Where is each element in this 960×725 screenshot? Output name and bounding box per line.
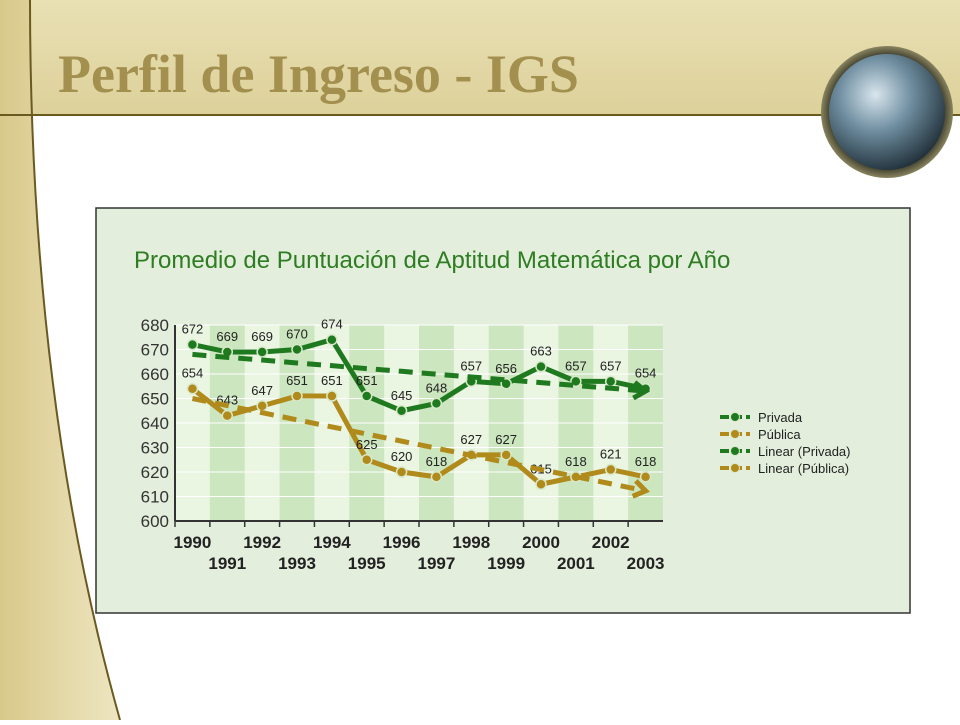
data-label: 657 [565, 358, 587, 373]
point [360, 454, 373, 466]
data-label: 651 [321, 373, 343, 388]
legend-marker [730, 412, 740, 422]
point [221, 409, 234, 422]
slide-title: Perfil de Ingreso - IGS [58, 44, 579, 104]
y-tick-label: 660 [141, 365, 169, 384]
data-label: 627 [460, 432, 482, 447]
data-label: 670 [286, 327, 308, 342]
trend-arrow [632, 380, 650, 401]
legend-marker [730, 429, 740, 439]
x-tick-label: 1996 [383, 533, 421, 552]
chart-title: Promedio de Puntuación de Aptitud Matemá… [134, 247, 730, 274]
point [395, 405, 408, 417]
top-band [0, 0, 960, 115]
data-label: 627 [495, 432, 517, 447]
legend-label: Pública [758, 427, 801, 442]
left-band [0, 0, 120, 720]
x-tick-label: 2000 [522, 533, 560, 552]
series-line [191, 337, 647, 414]
y-tick-label: 670 [141, 341, 169, 360]
x-tick-label: 1998 [452, 533, 490, 552]
data-label: 657 [460, 358, 482, 373]
y-tick-label: 600 [141, 512, 169, 531]
data-label: 625 [356, 437, 378, 452]
x-tick-label: 2003 [627, 554, 665, 573]
legend-marker [730, 446, 740, 456]
y-tick-label: 620 [141, 463, 169, 482]
x-tick-label: 1990 [174, 533, 212, 552]
data-label: 620 [391, 449, 413, 464]
data-label: 656 [495, 361, 517, 376]
x-tick-label: 1991 [208, 554, 246, 573]
point [326, 333, 338, 346]
x-tick-label: 1993 [278, 554, 316, 573]
y-tick-label: 680 [141, 316, 169, 335]
point [604, 463, 617, 476]
x-tick-label: 2001 [557, 554, 595, 573]
data-label: 621 [600, 447, 622, 462]
y-tick-label: 630 [141, 439, 169, 458]
y-tick-label: 640 [141, 414, 169, 433]
globe [829, 54, 945, 170]
x-tick-label: 1995 [348, 554, 386, 573]
trend-line [191, 396, 647, 494]
point [326, 390, 338, 402]
data-label: 654 [182, 366, 204, 381]
data-label: 618 [635, 454, 657, 469]
trend-line [192, 351, 646, 394]
data-label: 674 [321, 317, 343, 332]
point [570, 375, 582, 388]
data-label: 648 [426, 380, 448, 395]
point [291, 390, 303, 402]
point [639, 471, 652, 483]
data-label: 669 [216, 329, 238, 344]
data-label: 669 [251, 329, 273, 344]
point [535, 478, 547, 490]
legend-marker [730, 463, 740, 473]
data-label: 647 [251, 383, 273, 398]
left-curve [29, 0, 121, 721]
x-tick-label: 1994 [313, 533, 351, 552]
data-label: 654 [635, 366, 657, 381]
point [430, 397, 443, 410]
data-label: 645 [391, 388, 413, 403]
x-tick-label: 1992 [243, 533, 281, 552]
legend-label: Linear (Privada) [758, 444, 851, 459]
point [291, 343, 303, 356]
x-tick-label: 2002 [592, 533, 630, 552]
y-tick-label: 650 [141, 390, 169, 409]
legend-label: Linear (Pública) [758, 461, 849, 476]
data-label: 651 [356, 373, 378, 388]
data-label: 672 [182, 322, 204, 337]
data-label: 651 [286, 373, 308, 388]
y-tick-label: 610 [141, 488, 169, 507]
point [186, 382, 199, 395]
trend-arrow [631, 479, 650, 499]
point [186, 338, 199, 351]
data-label: 618 [426, 454, 448, 469]
point [360, 390, 373, 402]
data-label: 663 [530, 344, 552, 359]
data-label: 657 [600, 358, 622, 373]
data-label: 618 [565, 454, 587, 469]
point [535, 360, 547, 373]
point [256, 400, 268, 412]
x-tick-label: 1999 [487, 554, 525, 573]
point [430, 471, 443, 483]
point [500, 449, 512, 461]
series-line [190, 386, 647, 487]
x-tick-label: 1997 [418, 554, 456, 573]
legend-label: Privada [758, 410, 803, 425]
point [604, 375, 617, 388]
point [395, 466, 408, 478]
point [256, 346, 268, 358]
